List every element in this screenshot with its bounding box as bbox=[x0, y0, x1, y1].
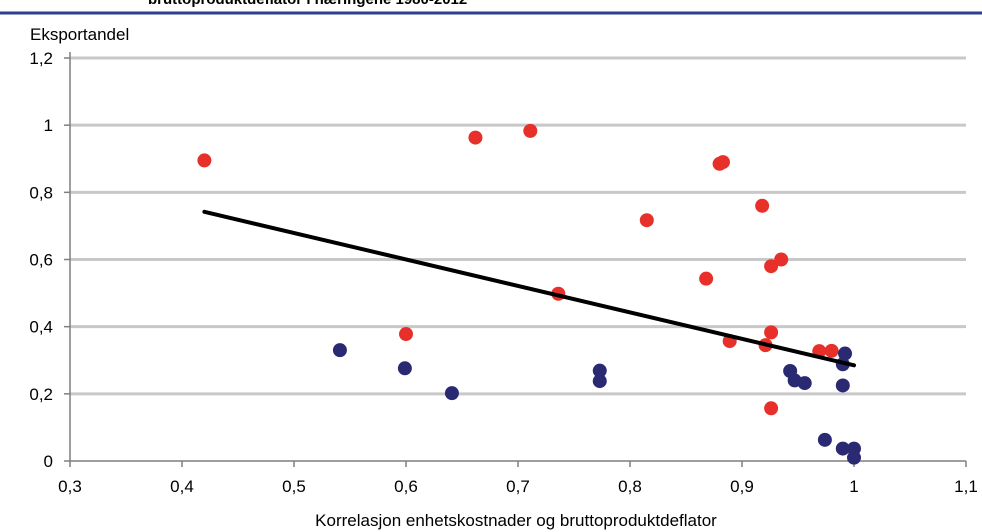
x-tick-label: 1 bbox=[849, 477, 858, 496]
data-point-blue bbox=[592, 374, 607, 389]
y-axis-title: Eksportandel bbox=[30, 25, 129, 44]
x-tick-label: 0,3 bbox=[58, 477, 82, 496]
y-tick-label: 0 bbox=[44, 452, 53, 471]
y-tick-labels: 0 0,2 0,4 0,6 0,8 1 1,2 bbox=[29, 49, 53, 471]
y-tick-label: 1 bbox=[44, 116, 53, 135]
data-point-blue bbox=[332, 343, 347, 358]
data-points bbox=[197, 123, 861, 465]
x-tick-label: 0,8 bbox=[618, 477, 642, 496]
data-point-red bbox=[764, 401, 779, 416]
data-point-red bbox=[755, 198, 770, 213]
y-tick-label: 0,6 bbox=[29, 251, 53, 270]
data-point-blue bbox=[835, 378, 850, 393]
data-point-red bbox=[523, 123, 538, 138]
data-point-blue bbox=[797, 376, 812, 391]
y-tick-label: 0,4 bbox=[29, 318, 53, 337]
chart-title-cut: bruttoproduktdeflator i næringene 1980-2… bbox=[148, 0, 467, 8]
data-point-red bbox=[197, 153, 212, 168]
data-point-blue bbox=[397, 361, 412, 376]
x-tick-label: 0,4 bbox=[170, 477, 194, 496]
x-tick-label: 0,5 bbox=[282, 477, 306, 496]
data-point-red bbox=[468, 130, 483, 145]
data-point-blue bbox=[835, 441, 850, 456]
axes bbox=[64, 52, 967, 467]
x-tick-label: 0,9 bbox=[730, 477, 754, 496]
data-point-red bbox=[639, 213, 654, 228]
data-point-red bbox=[399, 327, 413, 342]
data-point-red bbox=[715, 155, 730, 170]
gridlines bbox=[70, 56, 966, 396]
data-point-blue bbox=[592, 363, 607, 378]
x-axis-title: Korrelasjon enhetskostnader og bruttopro… bbox=[315, 511, 717, 530]
x-tick-label: 0,7 bbox=[506, 477, 530, 496]
y-tick-label: 0,8 bbox=[29, 183, 53, 202]
data-point-blue bbox=[444, 386, 459, 401]
trendline-group bbox=[202, 209, 856, 368]
x-tick-label: 1,1 bbox=[954, 477, 978, 496]
data-point-blue bbox=[817, 432, 832, 447]
data-point-red bbox=[774, 252, 789, 267]
data-point-red bbox=[824, 343, 839, 358]
data-point-red bbox=[764, 325, 779, 340]
y-tick-label: 1,2 bbox=[29, 49, 53, 68]
x-tick-label: 0,6 bbox=[394, 477, 418, 496]
trendline bbox=[202, 209, 856, 368]
data-point-blue bbox=[838, 346, 853, 361]
data-point-red bbox=[764, 259, 779, 274]
data-point-red bbox=[699, 271, 714, 286]
x-tick-labels: 0,3 0,4 0,5 0,6 0,7 0,8 0,9 1 1,1 bbox=[58, 477, 978, 496]
y-tick-label: 0,2 bbox=[29, 385, 53, 404]
data-point-blue bbox=[847, 450, 861, 465]
